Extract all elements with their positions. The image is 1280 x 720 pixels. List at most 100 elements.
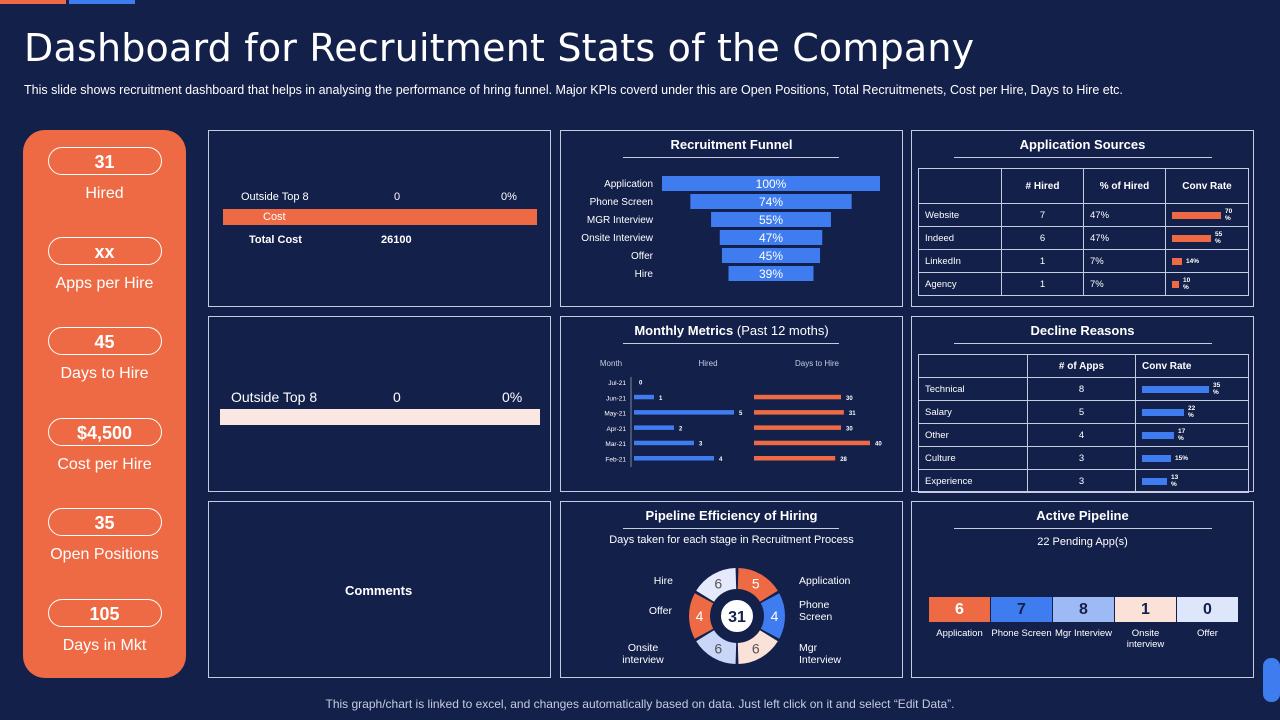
col-header: Conv Rate bbox=[1135, 354, 1249, 378]
table-row: Agency 1 7% 10 % bbox=[918, 272, 1249, 296]
kpi-column: 31 Hired xx Apps per Hire 45 Days to Hir… bbox=[23, 130, 186, 678]
title-underline bbox=[623, 157, 839, 158]
donut-segment bbox=[696, 568, 737, 602]
kpi-label: Cost per Hire bbox=[57, 456, 152, 473]
donut-segment-value: 6 bbox=[714, 576, 722, 592]
title-underline bbox=[623, 528, 839, 529]
cost-bar-label: Cost bbox=[263, 211, 286, 223]
scrollbar-thumb[interactable] bbox=[1263, 658, 1280, 702]
table-row: LinkedIn 1 7% 14% bbox=[918, 249, 1249, 273]
donut-segment-value: 4 bbox=[696, 608, 704, 624]
donut-segment-value: 6 bbox=[714, 640, 722, 656]
active-stage-label: Mgr Interview bbox=[1054, 628, 1112, 639]
cost-row-label: Outside Top 8 bbox=[241, 191, 309, 203]
active-stage-box: 0 bbox=[1177, 597, 1238, 622]
kpi-label: Apps per Hire bbox=[55, 275, 154, 292]
page-subtitle: This slide shows recruitment dashboard t… bbox=[24, 83, 1123, 97]
kpi-label: Hired bbox=[85, 185, 124, 202]
conv-rate-mark: 10 % bbox=[1172, 277, 1242, 291]
conv-rate-mark: 22 % bbox=[1142, 405, 1242, 419]
donut-segment bbox=[696, 630, 737, 664]
days-bar bbox=[754, 425, 841, 430]
conv-rate-mark: 70 % bbox=[1172, 208, 1242, 222]
month-label: May-21 bbox=[604, 411, 626, 418]
comments-panel: Comments bbox=[208, 501, 551, 678]
active-subtitle: 22 Pending App(s) bbox=[1037, 536, 1128, 548]
donut-segment-value: 5 bbox=[752, 576, 760, 592]
funnel-stage-label: Hire bbox=[635, 269, 654, 280]
funnel-bar bbox=[728, 266, 814, 281]
decline-reasons-panel: Decline Reasons # of Apps Conv Rate Tech… bbox=[911, 316, 1254, 493]
conv-rate-mark: 35 % bbox=[1142, 382, 1242, 396]
panel-title: Application Sources bbox=[1019, 137, 1146, 152]
conv-rate-label: 22 % bbox=[1188, 405, 1196, 419]
donut-segment bbox=[737, 630, 778, 664]
conv-rate-bar bbox=[1142, 431, 1174, 439]
active-stage-label: Offer bbox=[1197, 628, 1218, 639]
total-cost-label: Total Cost bbox=[249, 234, 302, 246]
conv-rate-mark: 15% bbox=[1142, 454, 1242, 462]
active-pipeline-row: 6 Application 7 Phone Screen 8 Mgr Interview 1… bbox=[929, 597, 1238, 667]
col-header: # Hired bbox=[1001, 168, 1084, 204]
hired-bar bbox=[634, 456, 714, 461]
conv-rate-bar bbox=[1172, 280, 1179, 288]
days-bar bbox=[754, 440, 870, 446]
monthly-chart: Month Hired Days to Hire Jul-21 0 Jun-21 1 30 Ma… bbox=[600, 359, 882, 467]
comments-label: Comments bbox=[345, 583, 413, 598]
conv-rate-mark: 13 % bbox=[1142, 474, 1242, 488]
kpi-label: Days in Mkt bbox=[62, 637, 147, 654]
table-row: Salary 5 22 % bbox=[918, 400, 1249, 424]
active-stage-label: Application bbox=[936, 628, 983, 639]
pipeline-efficiency-panel: Pipeline Efficiency of Hiring Days taken… bbox=[560, 501, 903, 678]
table-row: Experience 3 13 % bbox=[918, 469, 1249, 493]
decline-apps: 4 bbox=[1027, 423, 1136, 447]
col-header: # of Apps bbox=[1027, 354, 1136, 378]
days-bar bbox=[754, 394, 841, 400]
conv-rate-label: 17 % bbox=[1178, 428, 1186, 442]
conv-rate-label: 14% bbox=[1186, 257, 1200, 265]
kpi-label: Days to Hire bbox=[60, 365, 149, 382]
conv-rate-mark: 14% bbox=[1172, 257, 1242, 265]
source-hired: 6 bbox=[1001, 226, 1084, 250]
donut-stage-label: Application bbox=[799, 575, 851, 587]
month-label: Apr-21 bbox=[606, 426, 626, 433]
outside-bar bbox=[220, 409, 540, 425]
kpi-value: 45 bbox=[47, 327, 162, 355]
kpi-open-positions: 35 Open Positions bbox=[23, 508, 186, 564]
panel-title: Monthly Metrics (Past 12 moths) bbox=[561, 323, 902, 338]
decline-name: Salary bbox=[918, 400, 1028, 424]
source-conv-cell: 70 % bbox=[1165, 203, 1249, 227]
top-accent-bar-orange bbox=[0, 0, 66, 4]
hired-bar bbox=[634, 410, 734, 415]
donut-stage-label: Mgr Interview bbox=[799, 642, 841, 666]
conv-rate-bar bbox=[1142, 408, 1184, 416]
title-underline bbox=[954, 343, 1212, 344]
decline-name: Experience bbox=[918, 469, 1028, 493]
source-hired: 1 bbox=[1001, 249, 1084, 273]
active-stage-box: 8 bbox=[1053, 597, 1114, 622]
month-label: Jul-21 bbox=[608, 380, 626, 387]
conv-rate-label: 10 % bbox=[1183, 277, 1191, 291]
footer-note: This graph/chart is linked to excel, and… bbox=[325, 697, 955, 711]
funnel-bar bbox=[711, 212, 831, 227]
source-conv-cell: 55 % bbox=[1165, 226, 1249, 250]
kpi-value: $4,500 bbox=[47, 418, 162, 446]
month-label: Jun-21 bbox=[606, 395, 626, 402]
sources-table: # Hired % of Hired Conv Rate Website 7 4… bbox=[918, 168, 1249, 296]
table-row: Website 7 47% 70 % bbox=[918, 203, 1249, 227]
month-label: Mar-21 bbox=[605, 441, 626, 448]
outside-top8-panel: Outside Top 8 0 0% bbox=[208, 316, 551, 492]
table-row: Culture 3 15% bbox=[918, 446, 1249, 470]
kpi-days-in-mkt: 105 Days in Mkt bbox=[23, 599, 186, 655]
table-row: Indeed 6 47% 55 % bbox=[918, 226, 1249, 250]
kpi-apps-per-hire: xx Apps per Hire bbox=[23, 237, 186, 293]
col-header: Conv Rate bbox=[1165, 168, 1249, 204]
kpi-hired: 31 Hired bbox=[23, 147, 186, 203]
active-pipeline-panel: Active Pipeline 22 Pending App(s) 6 Appli… bbox=[911, 501, 1254, 678]
source-pct: 47% bbox=[1083, 226, 1166, 250]
active-stage-box: 6 bbox=[929, 597, 990, 622]
cost-row-value: 0 bbox=[394, 191, 401, 203]
hired-value: 2 bbox=[679, 426, 683, 432]
donut-segment-value: 4 bbox=[771, 608, 779, 624]
conv-rate-label: 35 % bbox=[1213, 382, 1221, 396]
